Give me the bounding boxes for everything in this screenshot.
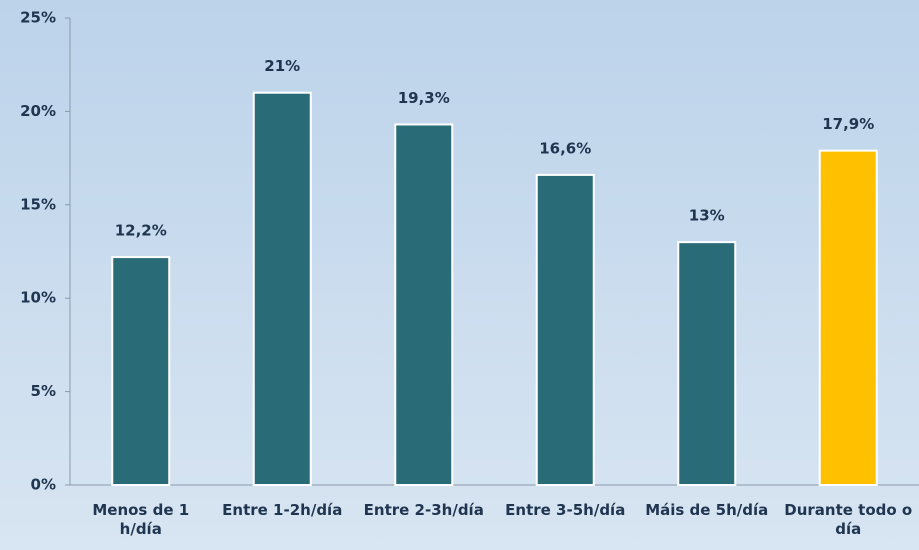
y-tick-label: 20%	[20, 102, 56, 120]
y-tick-label: 10%	[20, 289, 56, 307]
x-tick-label: Máis de 5h/día	[645, 501, 768, 519]
data-label: 19,3%	[398, 89, 450, 107]
bar	[535, 173, 595, 487]
x-tick-label: Entre 1-2h/día	[222, 501, 342, 519]
x-tick-label: Durante todo o día	[784, 501, 912, 538]
data-label: 17,9%	[822, 115, 874, 133]
y-tick-label: 5%	[31, 382, 56, 400]
x-tick-label: Entre 2-3h/día	[364, 501, 484, 519]
x-tick-label: Menos de 1 h/día	[92, 501, 189, 538]
data-label: 21%	[264, 57, 300, 75]
data-label: 12,2%	[115, 222, 167, 240]
x-tick-label: Entre 3-5h/día	[505, 501, 625, 519]
bar	[252, 91, 312, 486]
bar	[818, 149, 878, 487]
data-label: 13%	[689, 207, 725, 225]
bar	[394, 123, 454, 486]
bar	[677, 241, 737, 486]
data-label: 16,6%	[539, 139, 591, 157]
y-tick-label: 25%	[20, 9, 56, 27]
y-tick-label: 15%	[20, 195, 56, 213]
bar	[111, 256, 171, 486]
y-tick-label: 0%	[31, 476, 56, 494]
